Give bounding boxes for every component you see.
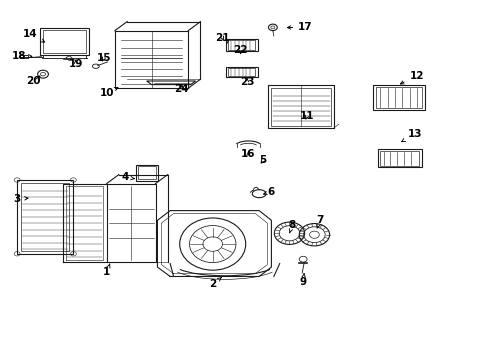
Bar bbox=[225, 39, 257, 51]
Text: 8: 8 bbox=[288, 220, 295, 233]
Bar bbox=[377, 149, 421, 167]
Bar bbox=[372, 85, 425, 110]
Bar bbox=[136, 165, 158, 181]
Text: 14: 14 bbox=[23, 29, 44, 42]
Text: 22: 22 bbox=[233, 45, 247, 55]
Text: 4: 4 bbox=[121, 172, 134, 182]
Bar bbox=[20, 55, 28, 58]
Text: 1: 1 bbox=[103, 264, 110, 277]
Text: 7: 7 bbox=[316, 215, 324, 228]
Text: 6: 6 bbox=[263, 186, 274, 197]
Bar bbox=[17, 180, 73, 254]
Bar bbox=[228, 68, 254, 76]
Text: 15: 15 bbox=[96, 53, 111, 63]
Text: 12: 12 bbox=[400, 71, 423, 84]
Text: 19: 19 bbox=[68, 59, 83, 69]
Bar bbox=[20, 183, 69, 251]
Bar bbox=[380, 151, 418, 166]
Text: 24: 24 bbox=[174, 84, 189, 94]
Bar bbox=[43, 30, 85, 53]
Text: 3: 3 bbox=[14, 194, 28, 204]
Bar bbox=[267, 85, 333, 128]
Bar bbox=[271, 88, 330, 126]
Text: 9: 9 bbox=[299, 274, 306, 287]
Text: 17: 17 bbox=[287, 22, 312, 32]
Text: 2: 2 bbox=[209, 278, 221, 289]
Text: 20: 20 bbox=[26, 76, 41, 86]
Text: 21: 21 bbox=[215, 33, 229, 43]
Text: 11: 11 bbox=[299, 111, 314, 121]
Text: 5: 5 bbox=[259, 155, 266, 165]
Text: 13: 13 bbox=[401, 129, 421, 142]
Bar bbox=[228, 40, 254, 50]
Text: 18: 18 bbox=[11, 51, 32, 61]
Bar bbox=[375, 87, 422, 108]
Text: 10: 10 bbox=[99, 87, 118, 98]
Text: 23: 23 bbox=[239, 77, 254, 87]
Bar bbox=[40, 28, 89, 55]
Bar bbox=[138, 166, 155, 179]
Text: 16: 16 bbox=[241, 149, 255, 159]
Bar bbox=[225, 67, 257, 77]
